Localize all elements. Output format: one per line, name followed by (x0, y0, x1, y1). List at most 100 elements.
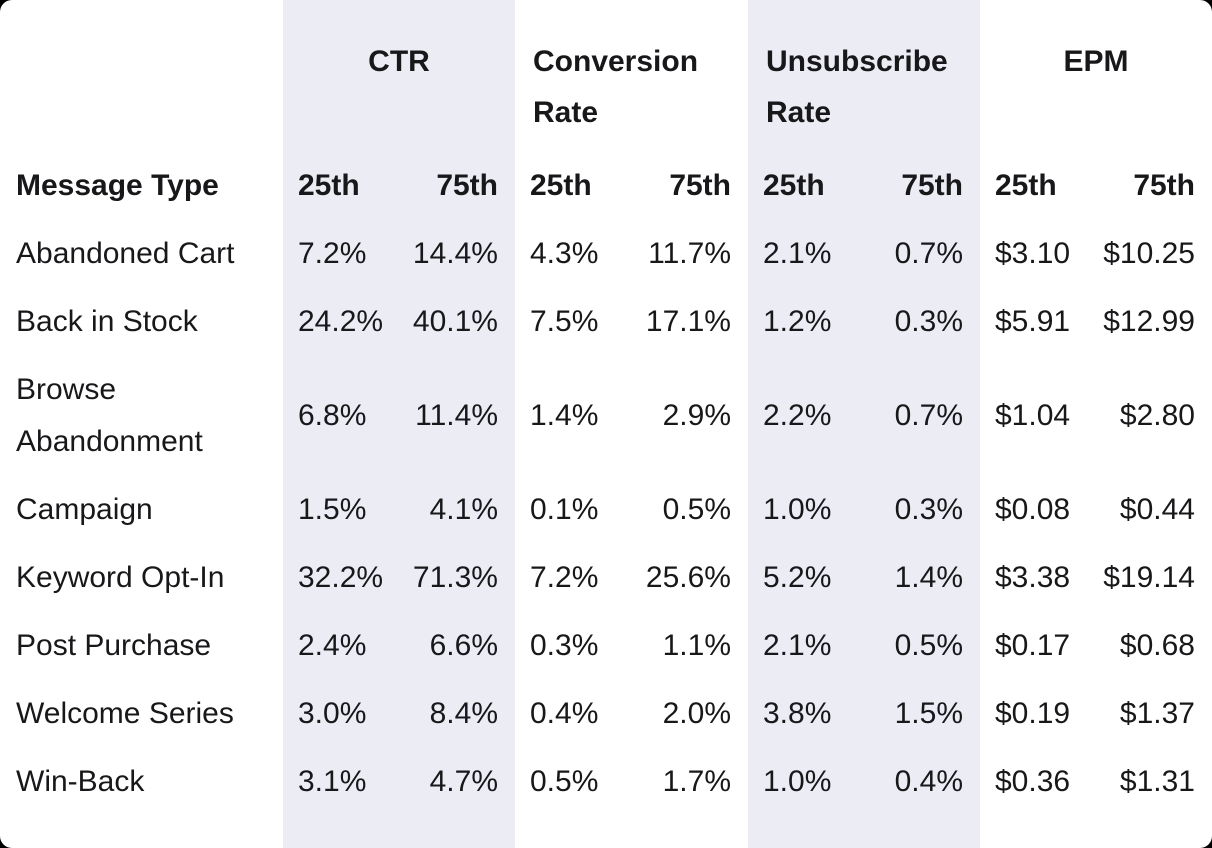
percentile-header-conversion-25th: 25th (530, 169, 592, 202)
cell-value: 4.1% (429, 493, 498, 526)
cell-value: 0.5% (894, 629, 963, 662)
column-group-label: EPM (1063, 45, 1129, 78)
cell-value: 71.3% (412, 561, 498, 594)
column-group-label: Unsubscribe Rate (766, 45, 948, 129)
cell-value: 11.4% (415, 399, 498, 432)
percentile-header-conversion-75th: 75th (669, 169, 731, 202)
cell-value: 2.1% (763, 237, 832, 270)
cell-value: 0.3% (894, 305, 963, 338)
cell-value: 14.4% (412, 237, 498, 270)
cell-value: 0.3% (894, 493, 963, 526)
row-label: Abandoned Cart (16, 237, 235, 270)
column-group-label: Conversion Rate (533, 45, 699, 129)
unsubscribe-column-shading (748, 0, 980, 848)
cell-value: 4.3% (530, 237, 599, 270)
cell-value: $2.80 (1119, 399, 1195, 432)
cell-value: $0.68 (1119, 629, 1195, 662)
cell-value: 6.8% (298, 399, 367, 432)
table-row-label-cell: Post Purchase (0, 612, 283, 680)
header-corner-spacer (0, 0, 283, 152)
table-row-label-cell: Browse Abandonment (0, 356, 283, 476)
cell-value: $3.10 (995, 237, 1071, 270)
row-label: Post Purchase (16, 629, 212, 662)
cell-value: 8.4% (429, 697, 498, 730)
percentile-header-ctr-75th: 75th (436, 169, 498, 202)
table-row-label-cell: Keyword Opt-In (0, 544, 283, 612)
cell-value: 0.3% (530, 629, 599, 662)
cell-value: 3.8% (763, 697, 832, 730)
cell-value: 1.0% (763, 765, 832, 798)
cell-value: $5.91 (995, 305, 1071, 338)
column-group-epm: EPM (980, 0, 1212, 152)
row-label: Keyword Opt-In (16, 561, 225, 594)
cell-value: 3.0% (298, 697, 367, 730)
cell-value: 7.2% (298, 237, 367, 270)
cell-value: 0.7% (894, 237, 963, 270)
cell-value: 1.5% (894, 697, 963, 730)
table-row-label-cell: Abandoned Cart (0, 220, 283, 288)
column-group-unsubscribe-rate: Unsubscribe Rate (748, 0, 980, 152)
cell-value: 2.9% (662, 399, 731, 432)
cell-value: 0.5% (530, 765, 599, 798)
column-group-ctr: CTR (283, 0, 515, 152)
message-type-header-label: Message Type (16, 169, 219, 202)
cell-value: 2.4% (298, 629, 367, 662)
cell-value: $0.36 (995, 765, 1071, 798)
table-row-label-cell: Win-Back (0, 748, 283, 816)
table-row-label-cell: Campaign (0, 476, 283, 544)
cell-value: 5.2% (763, 561, 832, 594)
cell-value: 11.7% (648, 237, 731, 270)
cell-value: 0.7% (894, 399, 963, 432)
cell-value: $1.04 (995, 399, 1071, 432)
cell-value: $0.08 (995, 493, 1071, 526)
cell-value: 2.0% (662, 697, 731, 730)
cell-value: $0.44 (1119, 493, 1195, 526)
cell-value: 1.4% (894, 561, 963, 594)
cell-value: $3.38 (995, 561, 1071, 594)
table-row-label-cell: Back in Stock (0, 288, 283, 356)
cell-value: 1.0% (763, 493, 832, 526)
cell-value: 3.1% (298, 765, 367, 798)
cell-value: $1.37 (1119, 697, 1195, 730)
cell-value: 1.5% (298, 493, 367, 526)
cell-value: 32.2% (298, 561, 384, 594)
cell-value: $0.17 (995, 629, 1071, 662)
percentile-header-ctr-25th: 25th (298, 169, 360, 202)
cell-value: 1.7% (662, 765, 731, 798)
cell-value: 17.1% (645, 305, 731, 338)
cell-value: 40.1% (412, 305, 498, 338)
cell-value: $1.31 (1119, 765, 1195, 798)
cell-value: 24.2% (298, 305, 384, 338)
column-group-label: CTR (368, 45, 430, 78)
cell-value: 7.5% (530, 305, 599, 338)
cell-value: 4.7% (429, 765, 498, 798)
cell-value: 7.2% (530, 561, 599, 594)
cell-value: 0.1% (530, 493, 599, 526)
row-label: Back in Stock (16, 305, 198, 338)
cell-value: 2.2% (763, 399, 832, 432)
cell-value: 0.4% (530, 697, 599, 730)
row-label: Browse Abandonment (16, 373, 203, 458)
row-label: Campaign (16, 493, 153, 526)
table-row-label-cell: Welcome Series (0, 680, 283, 748)
cell-value: 25.6% (645, 561, 731, 594)
row-label: Win-Back (16, 765, 145, 798)
column-group-conversion-rate: Conversion Rate (515, 0, 748, 152)
percentile-header-unsubscribe-25th: 25th (763, 169, 825, 202)
cell-value: 6.6% (429, 629, 498, 662)
cell-value: 0.5% (662, 493, 731, 526)
cell-value: 1.2% (763, 305, 832, 338)
ctr-column-shading (283, 0, 515, 848)
cell-value: $0.19 (995, 697, 1071, 730)
percentile-header-epm-25th: 25th (995, 169, 1057, 202)
cell-value: 1.4% (530, 399, 599, 432)
row-label: Welcome Series (16, 697, 234, 730)
cell-value: $10.25 (1103, 237, 1195, 270)
cell-value: $12.99 (1103, 305, 1195, 338)
cell-value: $19.14 (1103, 561, 1195, 594)
cell-value: 2.1% (763, 629, 832, 662)
cell-value: 0.4% (894, 765, 963, 798)
percentile-header-unsubscribe-75th: 75th (901, 169, 963, 202)
message-type-header: Message Type (0, 152, 283, 220)
